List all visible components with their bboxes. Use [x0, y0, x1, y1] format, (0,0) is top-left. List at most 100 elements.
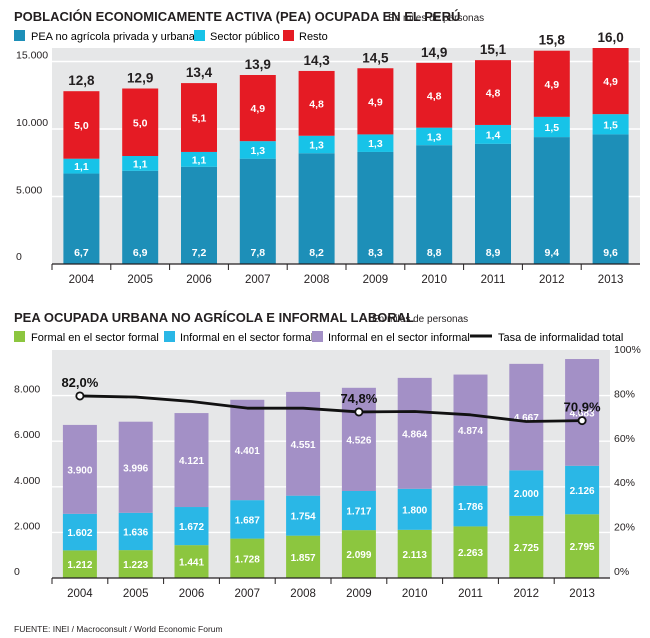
chart1-total-label: 14,9	[421, 45, 447, 60]
chart2-bar-segment	[453, 526, 488, 578]
chart2-x-tick-label: 2008	[290, 588, 316, 600]
chart2-data-label: 1.672	[179, 522, 204, 533]
chart1-total-label: 16,0	[597, 30, 623, 45]
chart1-bar-segment	[533, 116, 570, 138]
chart1-bar-segment	[592, 48, 629, 115]
chart2-x-tick-label: 2011	[458, 588, 483, 600]
chart1-bar-segment	[63, 91, 100, 159]
chart1-x-tick-label: 2011	[481, 274, 506, 286]
chart2-rate-line: 82,0% 74,8% 70,9%	[61, 375, 601, 426]
chart2-y-tick-label: 0	[14, 566, 20, 578]
chart2-data-label: 2.126	[570, 486, 595, 497]
chart2-bar-segment	[509, 363, 544, 471]
chart2-y2-tick-label: 40%	[614, 477, 635, 489]
chart2-bar-segment	[509, 470, 544, 516]
chart1-x-axis: 2004 2005 2006 2007 2008 2009 2010 2011 2012 2013	[51, 264, 624, 286]
chart1-y-tick-label: 5.000	[16, 185, 42, 197]
chart1-bar-segment	[533, 50, 570, 117]
chart2-y-axis: 8.000 6.000 4.000 2.000 0	[14, 384, 40, 578]
chart1-bar-segment	[122, 88, 159, 156]
chart2-data-label: 1.754	[291, 512, 316, 523]
chart1-bar-segment	[181, 83, 217, 152]
chart1-bar-segment	[475, 143, 511, 264]
chart1-data-label: 6,9	[133, 247, 148, 259]
chart1-bar-segment	[122, 156, 159, 171]
chart2-y-tick-label: 4.000	[14, 475, 40, 487]
chart1-data-label: 8,3	[368, 247, 383, 259]
chart2-rate-annotation: 74,8%	[340, 391, 377, 406]
chart2-x-tick-label: 2010	[402, 588, 428, 600]
legend2-label-formal: Formal en el sector formal	[31, 332, 159, 344]
chart1-data-label: 7,8	[250, 247, 265, 259]
legend1-swatch-resto	[283, 30, 294, 41]
chart1-data-label: 1,5	[544, 122, 559, 134]
chart2-data-label: 1.212	[67, 560, 92, 571]
legend2-label-inf-formal: Informal en el sector formal	[180, 332, 313, 344]
chart2-x-tick-label: 2007	[235, 588, 261, 600]
chart2-data-label: 1.223	[123, 560, 148, 571]
chart1-x-tick-label: 2013	[598, 274, 624, 286]
chart2-data-label: 1.786	[458, 502, 483, 513]
chart2-bar-segment	[174, 545, 209, 578]
chart1-y-tick-label: 0	[16, 251, 22, 263]
chart1-bar-segment	[298, 153, 335, 264]
chart2-data-label: 1.800	[402, 505, 427, 516]
chart1-data-label: 4,9	[250, 103, 265, 115]
chart2-bar-segment	[509, 515, 544, 578]
chart2-bar-segment	[230, 538, 265, 578]
chart2-x-tick-label: 2005	[123, 588, 149, 600]
chart1-data-label: 4,8	[486, 88, 501, 100]
chart2-bar-segment	[174, 413, 209, 508]
chart1-bar-segment	[63, 158, 100, 174]
chart1-data-label: 5,1	[192, 113, 207, 125]
chart2-bar-segment	[397, 529, 432, 578]
chart1-data-label: 1,4	[486, 129, 501, 141]
chart1-data-label: 1,1	[192, 154, 207, 166]
chart2-data-label: 1.728	[235, 554, 260, 565]
chart2-data-label: 1.857	[291, 553, 316, 564]
chart2-data-label: 1.441	[179, 558, 204, 569]
chart2-bar-segment	[286, 495, 321, 536]
chart2-data-label: 4.874	[458, 426, 483, 437]
chart1-y-tick-label: 15.000	[16, 50, 48, 62]
chart2-data-label: 4.401	[235, 446, 260, 457]
chart2-data-label: 2.263	[458, 548, 483, 559]
chart2-data-label: 2.795	[570, 542, 595, 553]
chart2-title: PEA OCUPADA URBANA NO AGRÍCOLA E INFORMA…	[14, 310, 414, 325]
chart1-bar-segment	[357, 68, 394, 135]
chart1-bar-segment	[298, 135, 335, 154]
chart1-total-label: 15,8	[539, 33, 566, 48]
chart1-bar-segment	[63, 173, 100, 264]
chart2-bar-segment	[62, 550, 97, 578]
legend2-label-inf-informal: Informal en el sector informal	[328, 332, 470, 344]
chart1-data-label: 7,2	[192, 247, 207, 259]
chart2-data-label: 4.667	[514, 413, 539, 424]
chart1-bars: 6,7 1,1 5,0 12,8 6,9 1,1 5,0 12,9 7,2 1,1 5,1 13,4 7…	[63, 30, 629, 264]
chart2-rate-annotation: 82,0%	[61, 375, 98, 390]
chart1-bar-segment	[592, 114, 629, 135]
chart1-data-label: 1,1	[133, 158, 148, 170]
legend1-label-resto: Resto	[299, 31, 328, 43]
legend2-swatch-inf-informal	[312, 331, 323, 342]
chart1-bar-segment	[475, 60, 511, 125]
chart2-bar-segment	[230, 399, 265, 501]
chart2-y2-tick-label: 80%	[614, 388, 635, 400]
chart1-bar-segment	[298, 70, 335, 136]
chart2-data-label: 1.687	[235, 515, 260, 526]
chart2-bar-segment	[174, 507, 209, 546]
chart2-x-tick-label: 2012	[514, 588, 540, 600]
chart1-bar-segment	[357, 151, 394, 264]
chart1-total-label: 13,9	[245, 57, 271, 72]
chart1-x-tick-label: 2008	[304, 274, 330, 286]
chart2-bar-segment	[397, 377, 432, 489]
chart2-bar-segment	[118, 512, 153, 551]
chart1-data-label: 6,7	[74, 247, 89, 259]
chart2-data-label: 2.113	[402, 550, 427, 561]
chart1-data-label: 5,0	[133, 117, 148, 129]
chart2-bar-segment	[62, 513, 97, 551]
chart2-x-axis: 2004 2005 2006 2007 2008 2009 2010 2011 2012 2013	[51, 578, 595, 600]
legend1-swatch-pea	[14, 30, 25, 41]
chart2-x-tick-label: 2006	[179, 588, 205, 600]
chart1-data-label: 9,6	[603, 247, 618, 259]
